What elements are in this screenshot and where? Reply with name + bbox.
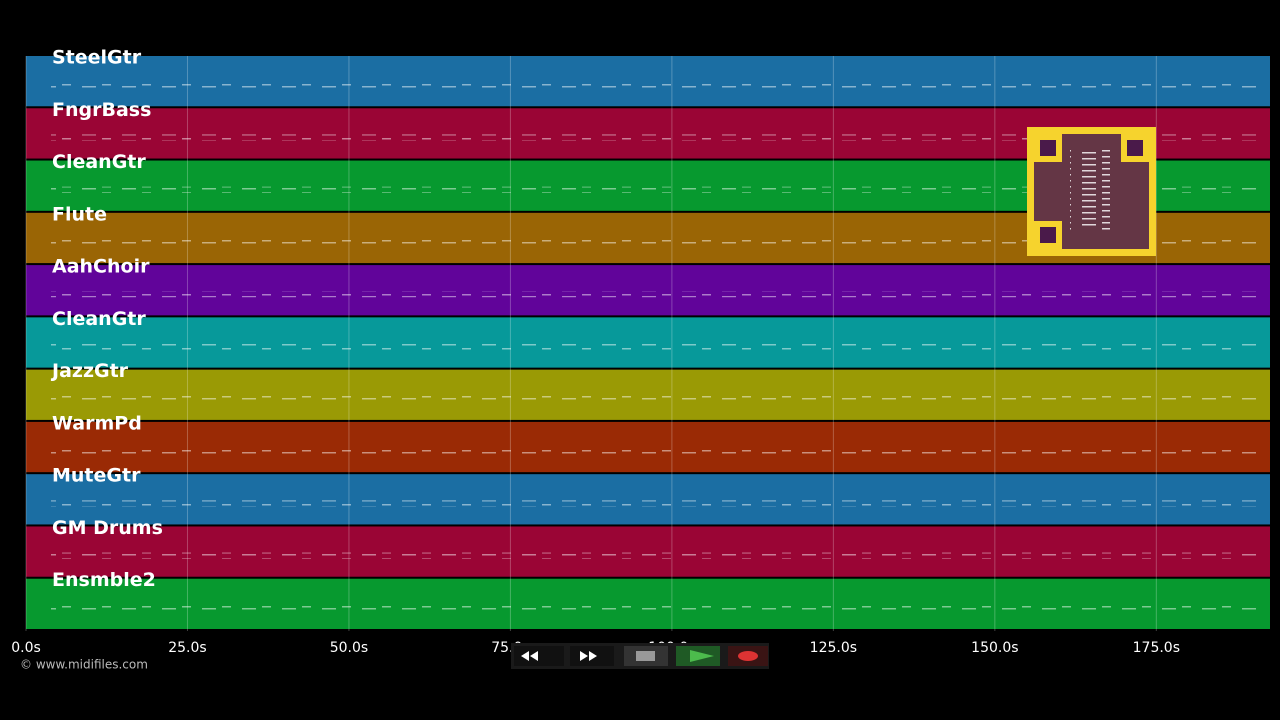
- track-lane: [26, 265, 1270, 316]
- track-notes: [51, 448, 1260, 455]
- time-tick-label: 150.0s: [971, 640, 1018, 656]
- time-tick-label: 50.0s: [330, 640, 368, 656]
- qr-code: [1027, 127, 1156, 256]
- track-notes: [51, 552, 1260, 559]
- time-tick-label: 25.0s: [168, 640, 206, 656]
- track-lane: [26, 474, 1270, 525]
- track-notes: [51, 604, 1260, 611]
- track-name: FngrBass: [52, 99, 151, 121]
- track-notes: [51, 238, 1260, 245]
- time-tick-label: 0.0s: [11, 640, 41, 656]
- track-notes: [51, 395, 1260, 402]
- track-lane: [26, 317, 1270, 368]
- track-lane: [26, 421, 1270, 473]
- track-notes: [51, 186, 1260, 193]
- track-name: CleanGtr: [52, 308, 146, 330]
- track-lane: [26, 56, 1270, 107]
- track-notes: [51, 343, 1260, 350]
- track-notes: [51, 82, 1260, 89]
- record-button[interactable]: [728, 646, 768, 666]
- track-name: SteelGtr: [52, 47, 142, 69]
- track-notes: [51, 500, 1260, 507]
- track-name: Flute: [52, 203, 107, 225]
- track-name: WarmPd: [52, 412, 142, 434]
- track-name: MuteGtr: [52, 465, 141, 487]
- copyright: © www.midifiles.com: [20, 658, 148, 672]
- track-name: GM Drums: [52, 517, 163, 539]
- rewind-button[interactable]: [514, 646, 564, 666]
- fast-forward-button[interactable]: [570, 646, 614, 666]
- track-notes: [51, 291, 1260, 298]
- track-lane: [26, 578, 1270, 629]
- track-name: AahChoir: [52, 256, 150, 278]
- track-name: CleanGtr: [52, 151, 146, 173]
- track-lane: [26, 369, 1270, 420]
- stop-button[interactable]: [624, 646, 668, 666]
- time-tick-label: 175.0s: [1133, 640, 1180, 656]
- transport-controls: [511, 643, 769, 669]
- track-notes: [51, 134, 1260, 141]
- time-tick-label: 125.0s: [810, 640, 857, 656]
- track-lane: [26, 526, 1270, 577]
- track-name: JazzGtr: [50, 360, 129, 382]
- track-name: Ensmble2: [52, 569, 156, 591]
- play-button[interactable]: [676, 646, 720, 666]
